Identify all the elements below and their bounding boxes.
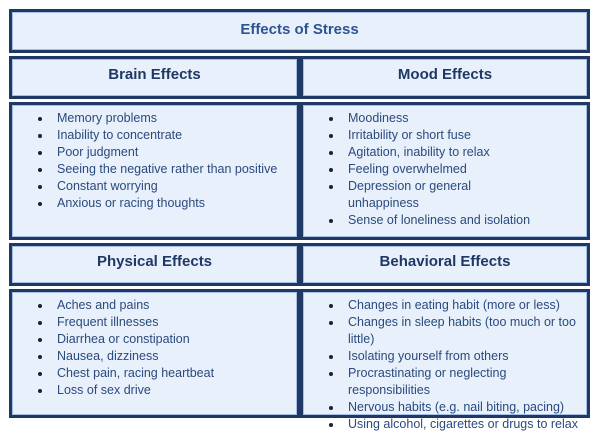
header-behavioral-effects-label: Behavioral Effects — [379, 252, 511, 270]
header-physical-effects-label: Physical Effects — [96, 252, 213, 270]
list-item: Moodiness — [303, 110, 584, 127]
brain-effects-list: Memory problems Inability to concentrate… — [12, 110, 297, 212]
list-item: Agitation, inability to relax — [303, 144, 584, 161]
brain-effects-cell: Memory problems Inability to concentrate… — [9, 102, 300, 240]
physical-effects-cell: Aches and pains Frequent illnesses Diarr… — [9, 289, 300, 418]
list-item: Anxious or racing thoughts — [12, 195, 294, 212]
table-title: Effects of Stress — [240, 20, 359, 38]
list-item: Changes in sleep habits (too much or too… — [303, 314, 584, 348]
list-item: Depression or general unhappiness — [303, 178, 584, 212]
table-title-cell: Effects of Stress — [9, 9, 590, 53]
header-physical-effects: Physical Effects — [9, 243, 300, 286]
list-item: Constant worrying — [12, 178, 294, 195]
list-item: Diarrhea or constipation — [12, 331, 294, 348]
header-behavioral-effects: Behavioral Effects — [300, 243, 590, 286]
list-item: Frequent illnesses — [12, 314, 294, 331]
list-item: Chest pain, racing heartbeat — [12, 365, 294, 382]
header-mood-effects: Mood Effects — [300, 56, 590, 99]
mood-effects-cell: Moodiness Irritability or short fuse Agi… — [300, 102, 590, 240]
header-brain-effects: Brain Effects — [9, 56, 300, 99]
list-item: Inability to concentrate — [12, 127, 294, 144]
behavioral-effects-list: Changes in eating habit (more or less) C… — [303, 297, 587, 433]
list-item: Using alcohol, cigarettes or drugs to re… — [303, 416, 584, 433]
behavioral-effects-cell: Changes in eating habit (more or less) C… — [300, 289, 590, 431]
list-item: Procrastinating or neglecting responsibi… — [303, 365, 584, 399]
header-mood-effects-label: Mood Effects — [397, 65, 493, 83]
list-item: Aches and pains — [12, 297, 294, 314]
list-item: Loss of sex drive — [12, 382, 294, 399]
list-item: Isolating yourself from others — [303, 348, 584, 365]
list-item: Seeing the negative rather than positive — [12, 161, 294, 178]
physical-effects-list: Aches and pains Frequent illnesses Diarr… — [12, 297, 297, 399]
mood-effects-list: Moodiness Irritability or short fuse Agi… — [303, 110, 587, 229]
list-item: Changes in eating habit (more or less) — [303, 297, 584, 314]
list-item: Sense of loneliness and isolation — [303, 212, 584, 229]
list-item: Feeling overwhelmed — [303, 161, 584, 178]
list-item: Poor judgment — [12, 144, 294, 161]
list-item: Nausea, dizziness — [12, 348, 294, 365]
list-item: Memory problems — [12, 110, 294, 127]
list-item: Nervous habits (e.g. nail biting, pacing… — [303, 399, 584, 416]
header-brain-effects-label: Brain Effects — [108, 65, 201, 83]
list-item: Irritability or short fuse — [303, 127, 584, 144]
